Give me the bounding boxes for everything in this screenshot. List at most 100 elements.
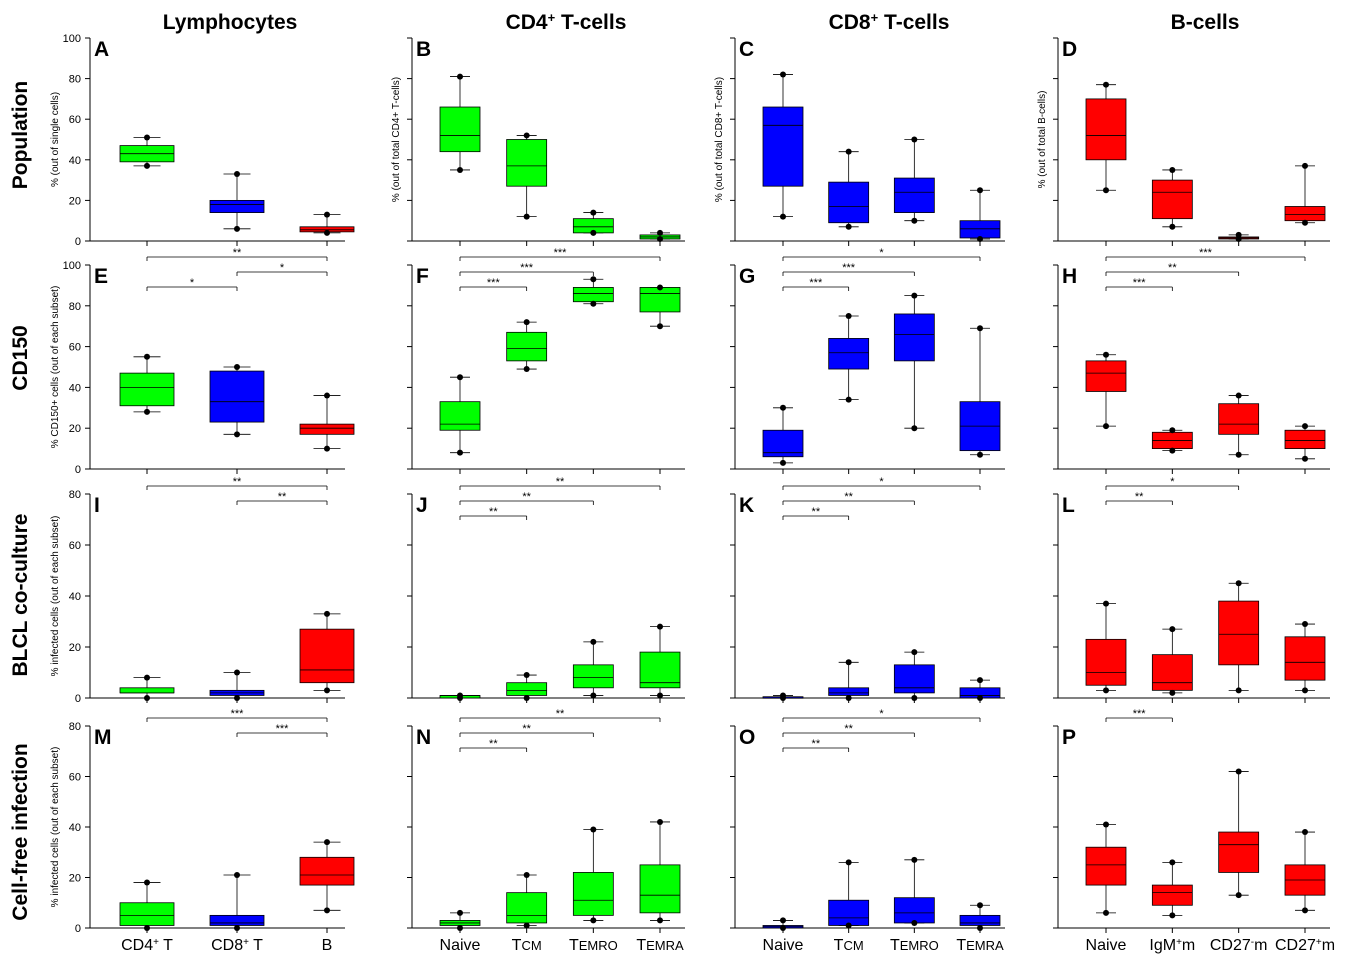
outlier-point (657, 229, 663, 236)
outlier-point (1103, 909, 1109, 916)
significance-label: *** (276, 723, 290, 735)
significance-label: *** (1133, 708, 1147, 720)
outlier-point (523, 319, 530, 326)
row-titles: Population CD150 BLCL co-culture Cell-fr… (9, 81, 32, 921)
y-tick-label: 40 (69, 591, 81, 603)
box-iqr (1218, 403, 1260, 435)
panel-l: L*** (1053, 476, 1330, 703)
box-4 (639, 623, 681, 699)
outlier-point (977, 925, 983, 931)
outlier-point (780, 71, 786, 78)
box-iqr (639, 287, 681, 313)
panel-g: G******* (730, 247, 1005, 474)
outlier-point (457, 695, 463, 701)
significance-label: *** (554, 247, 568, 259)
outlier-point (324, 687, 330, 694)
panel-e: 0 20 40 60 80 100 % CD150+ cells (out of each … (50, 247, 355, 476)
y-tick-label: 20 (69, 423, 81, 435)
box-iqr (209, 914, 265, 926)
outlier-point (1235, 768, 1242, 775)
box-iqr (506, 139, 548, 187)
outlier-point (457, 73, 463, 80)
outlier-point (1169, 427, 1176, 434)
outlier-point (1302, 455, 1308, 462)
outlier-point (590, 917, 597, 924)
column-title-cd8: CD8+ T-cells (829, 10, 950, 35)
box-iqr (893, 177, 935, 213)
y-tick-label: 60 (69, 114, 81, 126)
box-3 (299, 610, 355, 694)
significance-bracket: ** (459, 491, 594, 505)
y-tick-label: 100 (63, 260, 81, 272)
box-iqr (439, 401, 481, 431)
panel-letter: C (739, 38, 754, 61)
outlier-point (144, 695, 150, 701)
y-tick-label: 60 (69, 540, 81, 552)
x-category-label: TEMRO (569, 937, 618, 954)
outlier-point (1302, 687, 1308, 694)
column-title-b-cells: B-cells (1171, 11, 1240, 34)
box-iqr (1218, 831, 1260, 873)
panel-f: F *** *** *** (407, 247, 685, 474)
significance-bracket: *** (459, 247, 661, 261)
outlier-point (144, 879, 150, 886)
outlier-point (324, 392, 330, 399)
outlier-point (234, 171, 240, 178)
outlier-point (523, 672, 530, 679)
outlier-point (845, 859, 852, 866)
box-1 (762, 917, 804, 931)
y-tick-label: 40 (69, 382, 81, 394)
box-2 (1151, 626, 1193, 696)
box-iqr (439, 106, 481, 153)
x-category-label: TEMRA (956, 937, 1004, 954)
significance-label: ** (844, 723, 853, 735)
significance-bracket: * (1105, 476, 1240, 490)
outlier-point (1103, 423, 1109, 430)
significance-bracket: * (782, 247, 981, 261)
box-iqr (828, 687, 870, 696)
y-tick-label: 100 (63, 33, 81, 45)
outlier-point (1169, 626, 1176, 633)
x-category-label: IgM+m (1149, 937, 1195, 955)
box-3 (893, 136, 935, 224)
outlier-point (590, 692, 597, 699)
outlier-point (1302, 219, 1308, 226)
box-3 (299, 211, 355, 236)
box-2 (209, 364, 265, 438)
box-iqr (1085, 638, 1127, 686)
box-iqr (1085, 360, 1127, 392)
significance-bracket: ** (459, 708, 661, 722)
box-iqr (893, 313, 935, 362)
outlier-point (845, 148, 852, 155)
outlier-point (523, 366, 530, 373)
significance-bracket: *** (459, 277, 528, 291)
significance-bracket: ** (1105, 262, 1240, 276)
box-iqr (828, 181, 870, 224)
significance-bracket: ** (782, 723, 915, 737)
box-3 (1218, 580, 1260, 694)
box-2 (828, 313, 870, 403)
significance-bracket: *** (236, 723, 328, 737)
panels: 0 20 40 60 80 100 % (out of single cells) A % (o… (50, 33, 1330, 935)
y-tick-label: 40 (69, 822, 81, 834)
significance-bracket: *** (782, 277, 850, 291)
outlier-point (144, 134, 150, 141)
box-2 (1151, 427, 1193, 454)
outlier-point (234, 695, 240, 701)
panel-i: 0 20 40 60 80 % infected cells (out of each s… (50, 476, 355, 705)
box-2 (506, 672, 548, 701)
x-category-label: TCM (834, 937, 864, 954)
significance-label: * (879, 247, 884, 259)
outlier-point (324, 839, 330, 846)
box-iqr (1218, 600, 1260, 666)
panel-o: O***** (730, 708, 1005, 933)
box-iqr (1085, 846, 1127, 886)
significance-bracket: * (782, 476, 981, 490)
outlier-point (977, 187, 983, 194)
x-category-label: B (322, 937, 333, 954)
outlier-point (1103, 600, 1109, 607)
box-iqr (572, 872, 614, 916)
box-1 (119, 353, 175, 415)
outlier-point (1169, 912, 1176, 919)
significance-label: * (879, 708, 884, 720)
